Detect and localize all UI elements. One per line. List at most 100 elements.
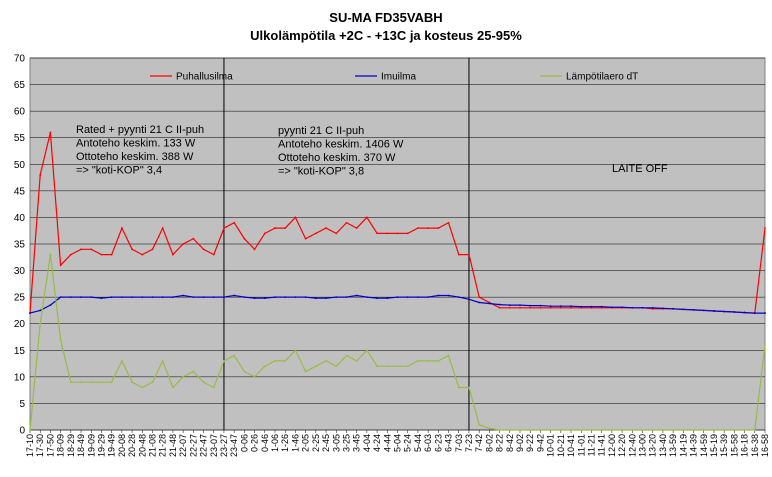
series-1-point [202,248,205,251]
y-tick-label: 40 [14,213,26,224]
series-2-point [192,296,195,299]
series-1-point [253,248,256,251]
x-tick-label: 5-44 [413,434,423,452]
series-2-point [600,305,603,308]
x-tick-label: 7-42 [474,434,484,452]
x-tick-label: 21-28 [158,434,168,457]
x-tick-label: 18-49 [76,434,86,457]
x-tick-label: 17-50 [45,434,55,457]
series-3-point [468,386,470,389]
chart-title: SU-MA FD35VABH [329,10,442,25]
series-3-point [120,360,123,362]
series-3-point [559,429,562,431]
series-1-point [49,131,52,134]
chart-subtitle: Ulkolämpötila +2C - +13C ja kosteus 25-9… [250,28,522,43]
legend-entry-2: Imuilma [381,72,416,83]
series-3-point [417,360,419,362]
series-3-point [692,429,695,431]
series-3-point [549,429,552,431]
series-2-point [151,296,154,299]
series-3-point [233,354,236,357]
series-3-point [100,381,103,384]
series-3-point [651,429,654,431]
series-2-point [304,296,307,299]
series-1-point [519,306,521,309]
series-2-point [498,303,501,306]
series-1-point [314,232,317,235]
series-1-point [345,221,348,224]
series-1-point [151,248,154,251]
series-2-point [161,296,164,299]
series-2-point [570,305,572,308]
series-3-point [90,381,93,384]
series-3-point [621,429,623,431]
legend-entry-1: Puhallusilma [176,72,233,83]
annotation-seg3-line-1: LAITE OFF [612,163,668,175]
series-2-point [396,296,399,299]
series-2-point [100,297,103,300]
annotation-seg1-line-2: Antoteho keskim. 133 W [76,138,196,150]
series-3-point [253,375,256,378]
series-2-point [427,296,430,299]
series-1-point [570,306,572,309]
series-2-point [457,296,460,299]
series-3-point [427,360,430,362]
y-tick-label: 60 [14,107,26,118]
y-tick-label: 30 [14,266,26,277]
series-2-point [743,311,746,314]
series-2-point [69,296,72,299]
series-3-point [376,365,378,368]
x-tick-label: 17-30 [35,434,45,457]
x-tick-label: 23-47 [229,434,239,457]
x-tick-label: 23-27 [219,434,229,457]
series-3-point [682,429,685,431]
y-tick-label: 70 [14,54,26,65]
x-tick-label: 22-07 [178,434,188,457]
series-1-point [355,227,358,229]
series-1-point [764,227,766,229]
series-2-point [233,294,236,297]
series-1-point [243,237,246,240]
series-1-point [549,306,552,309]
y-tick-label: 35 [14,240,26,251]
series-3-point [131,381,133,384]
series-3-point [294,349,297,352]
series-3-point [457,386,460,389]
series-3-point [702,429,705,431]
series-1-point [131,248,133,251]
series-1-point [335,232,338,235]
y-tick-label: 25 [14,293,26,304]
series-3-point [355,360,358,362]
x-tick-label: 13-00 [638,434,648,457]
series-2-point [549,305,552,308]
series-3-point [39,322,42,325]
series-2-point [672,307,675,310]
series-1-point [39,174,42,176]
series-3-point [314,365,317,368]
y-tick-label: 50 [14,160,26,171]
x-tick-label: 3-45 [352,434,362,452]
series-3-point [610,429,613,431]
series-2-point [753,312,756,314]
series-2-point [80,296,82,299]
series-3-point [600,429,603,431]
series-2-point [610,306,613,309]
series-2-point [223,296,225,299]
series-3-point [151,381,154,384]
series-2-point [90,296,93,299]
series-1-point [223,227,225,229]
plot-area: 0 5 10 15 20 25 30 35 40 45 50 55 60 65 70 17-10 17-30 17… [14,54,770,458]
annotation-seg2-line-1: pyynti 21 C II-puh [278,125,364,137]
series-2-point [539,304,542,307]
series-3-point [365,349,368,352]
series-2-point [284,296,287,299]
y-tick-label: 0 [19,426,25,437]
x-tick-label: 2-45 [321,434,331,452]
series-1-point [59,264,62,267]
x-tick-label: 4-24 [372,434,382,452]
x-tick-label: 6-43 [444,434,454,452]
x-tick-label: 1-26 [280,434,290,452]
series-1-point [406,232,409,235]
